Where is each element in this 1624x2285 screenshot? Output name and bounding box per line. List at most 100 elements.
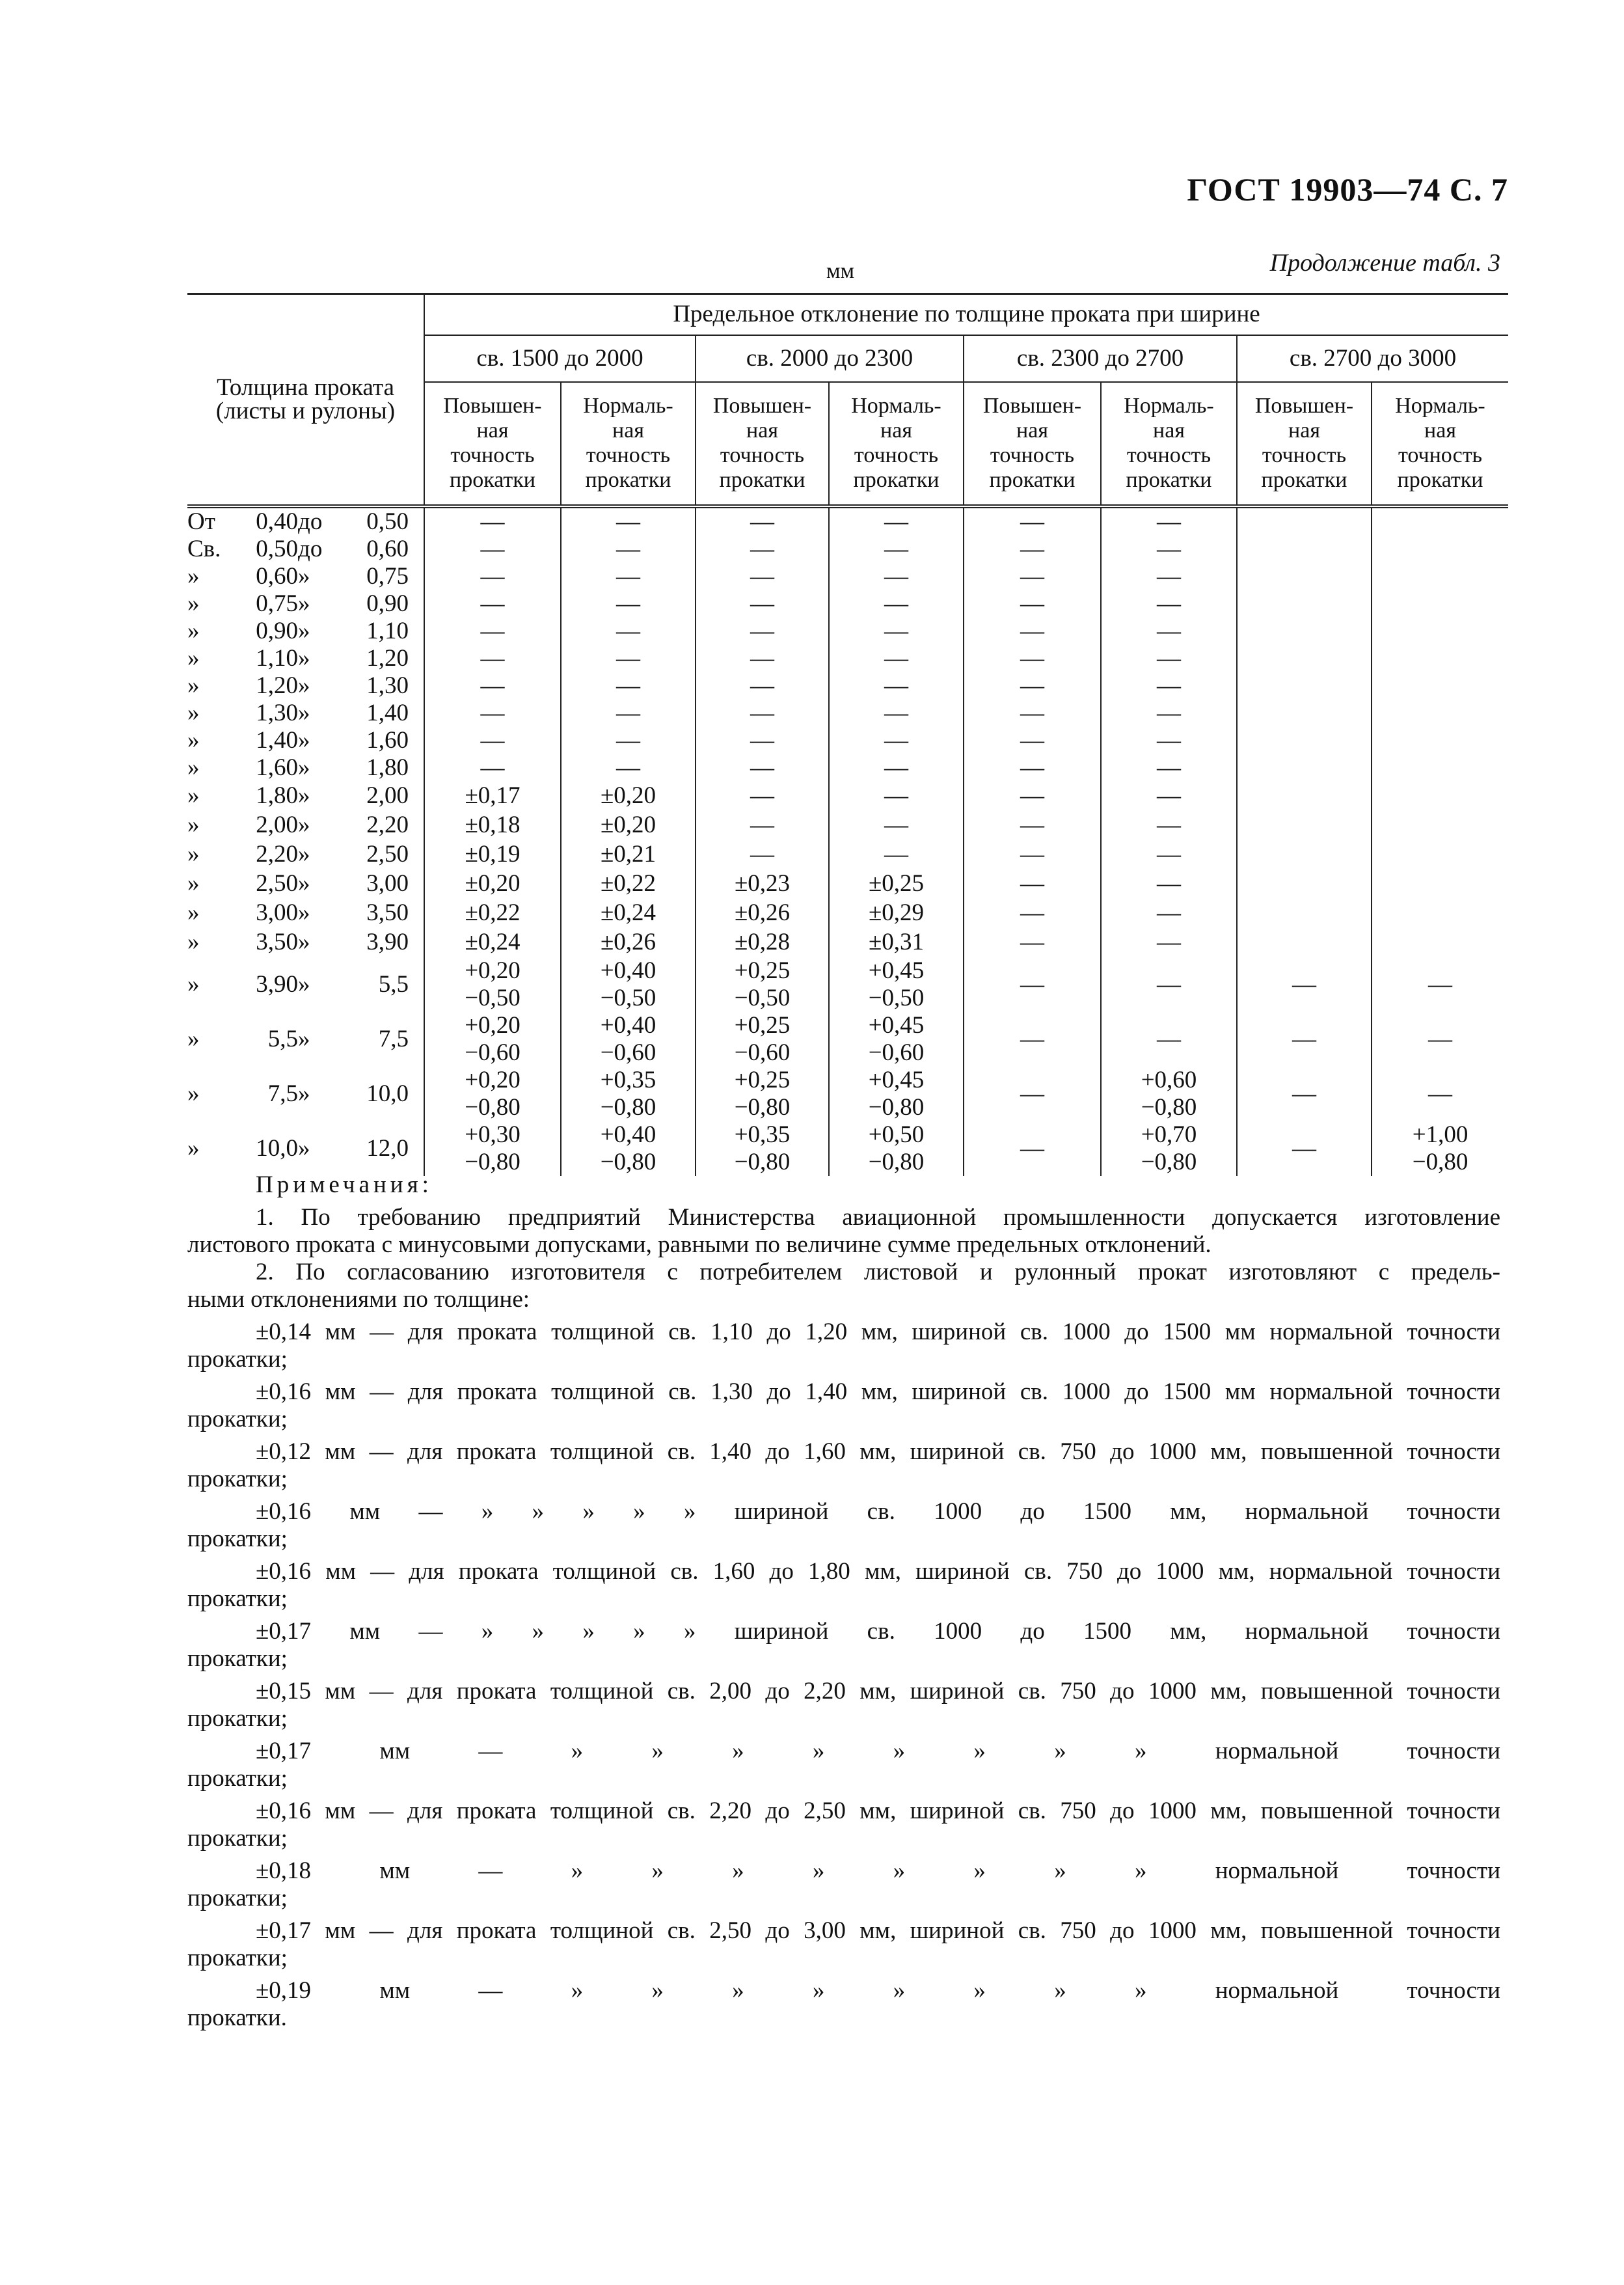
width-group-header: св. 2300 до 2700: [963, 335, 1237, 383]
tolerance-cell: [1236, 927, 1372, 957]
thickness-to: 0,90: [366, 590, 409, 617]
tolerance-note-entry: ±0,17 мм — » » » » » » » » нормальной то…: [187, 1738, 1500, 1792]
tolerance-cell: [1370, 699, 1509, 727]
tolerance-cell: —: [560, 754, 696, 782]
thickness-from: 1,60: [256, 754, 298, 781]
tolerance-cell: —: [963, 927, 1101, 957]
thickness-to: 7,5: [378, 1025, 409, 1052]
table-row: » 1,80» 2,00 ±0,17 ±0,20— — — —: [187, 781, 1509, 811]
note-line: листового проката с минусовыми допусками…: [187, 1231, 1211, 1258]
tolerance-cell: —: [695, 590, 829, 618]
tolerance-cell: —: [963, 840, 1101, 869]
tolerance-cell: —: [963, 754, 1101, 782]
thickness-to: 1,30: [366, 672, 409, 699]
thickness-from: 2,00: [256, 812, 298, 838]
thickness-from: 0,90: [256, 617, 298, 644]
thickness-p: »: [187, 672, 200, 699]
tolerance-cell: —: [695, 699, 829, 727]
tolerance-cell: ±0,17: [424, 781, 561, 811]
thickness-to: 3,90: [366, 929, 409, 955]
tolerance-note-entry: ±0,16 мм — для проката толщиной св. 1,30…: [187, 1378, 1500, 1433]
thickness-s: »: [298, 899, 310, 926]
tolerance-cell: [1370, 672, 1509, 700]
thickness-from: 10,0: [256, 1134, 298, 1162]
document-header: ГОСТ 19903—74 С. 7: [1187, 171, 1508, 208]
thickness-s: »: [298, 644, 310, 672]
table-row: » 0,90» 1,10— — — — — —: [187, 617, 1509, 645]
thickness-p: »: [187, 1080, 200, 1107]
tolerance-cell: —: [963, 644, 1101, 672]
tolerance-cell: —: [560, 590, 696, 618]
thickness-range: » 10,0» 12,0: [187, 1121, 424, 1176]
thickness-to: 0,50: [366, 508, 409, 535]
tolerance-note-entry: ±0,17 мм — для проката толщиной св. 2,50…: [187, 1917, 1500, 1972]
tolerance-cell: [1236, 506, 1372, 536]
thickness-s: »: [298, 929, 310, 955]
tolerance-cell: [1236, 699, 1372, 727]
table-row: » 0,60» 0,75— — — — — —: [187, 562, 1509, 590]
tolerance-cell: —: [828, 644, 964, 672]
thickness-range: » 2,00» 2,20: [187, 811, 424, 840]
note-line: прокатки;: [187, 1825, 288, 1852]
table-row: » 3,00» 3,50 ±0,22 ±0,24 ±0,26 ±0,29— —: [187, 898, 1509, 928]
tolerance-cell: +0,40 −0,50: [560, 957, 696, 1012]
thickness-range: » 0,75» 0,90: [187, 590, 424, 618]
thickness-to: 0,60: [366, 535, 409, 562]
table-row: » 2,20» 2,50 ±0,19 ±0,21— — — —: [187, 840, 1509, 869]
thickness-p: »: [187, 699, 200, 726]
thickness-range: » 0,60» 0,75: [187, 563, 424, 590]
tolerance-cell: —: [695, 810, 829, 840]
tolerance-cell: +0,25 −0,80: [695, 1066, 829, 1121]
tolerance-cell: —: [560, 644, 696, 672]
thickness-p: »: [187, 929, 200, 955]
thickness-p: »: [187, 590, 200, 617]
normal-accuracy-header: Нормаль- ная точность прокатки: [560, 381, 696, 508]
table-row: » 1,30» 1,40— — — — — —: [187, 699, 1509, 727]
tolerance-cell: [1370, 869, 1509, 899]
tolerance-cell: —: [1100, 699, 1237, 727]
tolerance-cell: [1370, 562, 1509, 590]
note-line: ±0,19 мм — » » » » » » » » нормальной то…: [256, 1977, 1500, 2004]
normal-accuracy-header: Нормаль- ная точность прокатки: [1100, 381, 1237, 508]
thickness-from: 7,5: [267, 1080, 298, 1107]
tolerance-cell: —: [828, 617, 964, 645]
table-row: От 0,40 до 0,50— — — — — —: [187, 506, 1509, 536]
thickness-p: От: [187, 508, 215, 535]
tolerance-cell: —: [828, 562, 964, 590]
thickness-range: » 1,80» 2,00: [187, 782, 424, 811]
note-line: прокатки;: [187, 1705, 288, 1732]
tolerance-cell: —: [424, 506, 561, 536]
increased-accuracy-header: Повышен- ная точность прокатки: [963, 381, 1101, 508]
thickness-range: » 2,20» 2,50: [187, 840, 424, 869]
tolerance-cell: +0,70 −0,80: [1100, 1121, 1237, 1176]
tolerance-cell: —: [424, 617, 561, 645]
table-row: » 0,75» 0,90— — — — — —: [187, 590, 1509, 618]
table-continuation-label: Продолжение табл. 3: [1269, 249, 1500, 277]
tolerance-note-entry: ±0,12 мм — для проката толщиной св. 1,40…: [187, 1438, 1500, 1493]
tolerance-cell: —: [695, 781, 829, 811]
tolerance-cell: ±0,23: [695, 869, 829, 899]
tolerance-cell: +0,40 −0,60: [560, 1011, 696, 1067]
tolerance-cell: —: [1100, 672, 1237, 700]
thickness-p: »: [187, 726, 200, 754]
tolerance-note-entry: ±0,16 мм — » » » » » шириной св. 1000 до…: [187, 1498, 1500, 1553]
thickness-p: »: [187, 1025, 200, 1052]
table-row: » 3,90» 5,5 +0,20 −0,50 +0,40 −0,50 +0,25 −0,…: [187, 957, 1509, 1012]
tolerance-cell: —: [1370, 957, 1509, 1012]
table-row: » 1,10» 1,20— — — — — —: [187, 644, 1509, 672]
tolerance-cell: —: [1100, 506, 1237, 536]
thickness-from: 1,80: [256, 782, 298, 809]
note-line: прокатки;: [187, 1885, 288, 1911]
note-line: ±0,16 мм — » » » » » шириной св. 1000 до…: [256, 1498, 1500, 1525]
tolerance-cell: —: [695, 535, 829, 563]
thickness-to: 1,10: [366, 617, 409, 644]
tolerance-cell: —: [1100, 754, 1237, 782]
tolerance-cell: [1370, 754, 1509, 782]
tolerance-cell: +0,35 −0,80: [560, 1066, 696, 1121]
tolerance-cell: —: [963, 810, 1101, 840]
tolerance-cell: —: [963, 898, 1101, 928]
tolerance-cell: —: [828, 810, 964, 840]
tolerance-cell: —: [963, 1011, 1101, 1067]
table-row: » 10,0» 12,0 +0,30 −0,80 +0,40 −0,80 +0,35 −0…: [187, 1121, 1509, 1176]
thickness-to: 3,00: [366, 870, 409, 897]
